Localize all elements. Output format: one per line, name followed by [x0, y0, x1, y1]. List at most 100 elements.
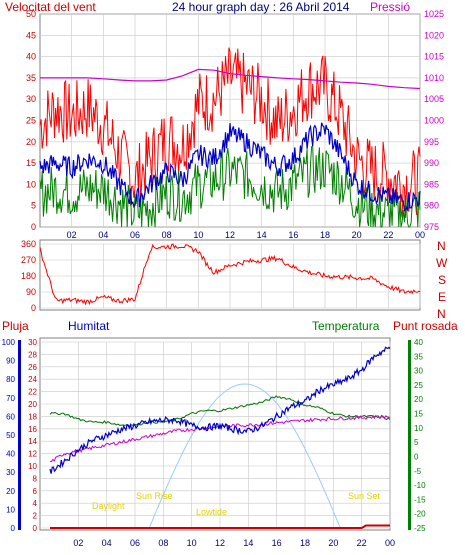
temperature-tick-label: 35 [414, 352, 423, 361]
wind-x-tick-label: 16 [288, 230, 298, 240]
wind-x-tick-label: 06 [130, 230, 140, 240]
wind-low-line [39, 145, 421, 228]
wind-x-tick-label: 22 [383, 230, 393, 240]
temperature-tick-label: -20 [414, 510, 426, 519]
temperature-tick-label: 30 [414, 367, 423, 376]
direction-line [39, 243, 421, 306]
wind-tick-label: 0 [31, 222, 36, 232]
temperature-tick-label: -15 [414, 495, 426, 504]
wind-tick-label: 25 [26, 116, 36, 126]
lowtide-label: Lowtide [196, 507, 227, 517]
wind-x-tick-label: 10 [193, 230, 203, 240]
compass-n-bottom: N [437, 307, 446, 321]
rain-tick-label: 8 [33, 474, 38, 483]
rain-tick-label: 4 [33, 499, 38, 508]
humidity-tick-label: 40 [6, 450, 15, 459]
pressure-tick-label: 1005 [424, 94, 444, 104]
wind-tick-label: 50 [26, 9, 36, 19]
wind-tick-label: 10 [26, 179, 36, 189]
climate-x-tick-label: 12 [215, 538, 225, 548]
sunset-label: Sun Set [348, 491, 381, 501]
wind-tick-label: 45 [26, 30, 36, 40]
humidity-label: Humitat [68, 319, 110, 333]
rain-tick-label: 30 [28, 338, 37, 347]
temperature-line [49, 395, 391, 427]
temperature-tick-label: -10 [414, 481, 426, 490]
humidity-tick-label: 80 [6, 375, 15, 384]
humidity-tick-label: 100 [2, 338, 16, 347]
wind-axis-label: Velocitat del vent [5, 0, 96, 14]
temperature-tick-label: 0 [414, 452, 419, 461]
climate-x-tick-label: 14 [243, 538, 253, 548]
wind-x-tick-label: 00 [415, 230, 425, 240]
temperature-label: Temperatura [312, 319, 380, 333]
temperature-tick-label: 25 [414, 381, 423, 390]
climate-x-tick-label: 04 [102, 538, 112, 548]
chart-marks: 0510152025303540455097598098599099510001… [2, 9, 444, 548]
dewpoint-label: Punt rosada [393, 319, 458, 333]
direction-tick-label: 0 [31, 303, 36, 313]
temperature-tick-label: -25 [414, 524, 426, 533]
direction-tick-label: 90 [26, 287, 36, 297]
wind-x-tick-label: 14 [257, 230, 267, 240]
compass-n-top: N [437, 239, 446, 253]
humidity-tick-label: 10 [6, 505, 15, 514]
climate-x-tick-label: 02 [73, 538, 83, 548]
rain-tick-label: 6 [33, 487, 38, 496]
climate-x-tick-label: 20 [328, 538, 338, 548]
rain-tick-label: 14 [28, 437, 37, 446]
rain-tick-label: 2 [33, 512, 38, 521]
climate-x-tick-label: 06 [130, 538, 140, 548]
pressure-tick-label: 1025 [424, 9, 444, 19]
wind-x-tick-label: 02 [67, 230, 77, 240]
pressure-tick-label: 975 [424, 222, 439, 232]
wind-tick-label: 40 [26, 52, 36, 62]
climate-x-tick-label: 16 [272, 538, 282, 548]
climate-x-tick-label: 10 [187, 538, 197, 548]
rain-tick-label: 26 [28, 363, 37, 372]
climate-x-tick-label: 18 [300, 538, 310, 548]
pressure-tick-label: 1015 [424, 52, 444, 62]
wind-x-tick-label: 20 [352, 230, 362, 240]
humidity-tick-label: 0 [11, 524, 16, 533]
wind-tick-label: 30 [26, 94, 36, 104]
temperature-tick-label: -5 [414, 467, 422, 476]
compass-w: W [436, 256, 448, 270]
pressure-tick-label: 1010 [424, 73, 444, 83]
sunrise-label: Sun Rise [136, 491, 173, 501]
humidity-line [49, 346, 391, 474]
humidity-tick-label: 50 [6, 431, 15, 440]
pressure-tick-label: 985 [424, 179, 439, 189]
rain-tick-label: 18 [28, 412, 37, 421]
wind-x-tick-label: 18 [320, 230, 330, 240]
sun-elevation-arc [148, 383, 341, 529]
rain-tick-label: 12 [28, 450, 37, 459]
wind-tick-label: 20 [26, 137, 36, 147]
wind-tick-label: 15 [26, 158, 36, 168]
pressure-line [40, 68, 421, 90]
climate-x-tick-label: 00 [385, 538, 395, 548]
climate-x-tick-label: 08 [158, 538, 168, 548]
pressure-tick-label: 990 [424, 158, 439, 168]
wind-avg-line [39, 122, 421, 212]
temperature-tick-label: 20 [414, 395, 423, 404]
wind-gust-line [39, 47, 421, 218]
wind-x-tick-label: 04 [98, 230, 108, 240]
pressure-tick-label: 995 [424, 137, 439, 147]
temperature-tick-label: 5 [414, 438, 419, 447]
temperature-tick-label: 40 [414, 338, 423, 347]
temperature-axis-bar [408, 340, 411, 530]
pressure-tick-label: 980 [424, 201, 439, 211]
direction-tick-label: 270 [21, 255, 36, 265]
rain-tick-label: 28 [28, 350, 37, 359]
rain-tick-label: 24 [28, 375, 37, 384]
compass-s: S [438, 273, 446, 287]
humidity-tick-label: 30 [6, 468, 15, 477]
climate-x-tick-label: 22 [357, 538, 367, 548]
rain-tick-label: 20 [28, 400, 37, 409]
humidity-tick-label: 60 [6, 412, 15, 421]
climate-panel [39, 337, 391, 531]
pressure-tick-label: 1000 [424, 116, 444, 126]
rain-label: Pluja [2, 319, 29, 333]
